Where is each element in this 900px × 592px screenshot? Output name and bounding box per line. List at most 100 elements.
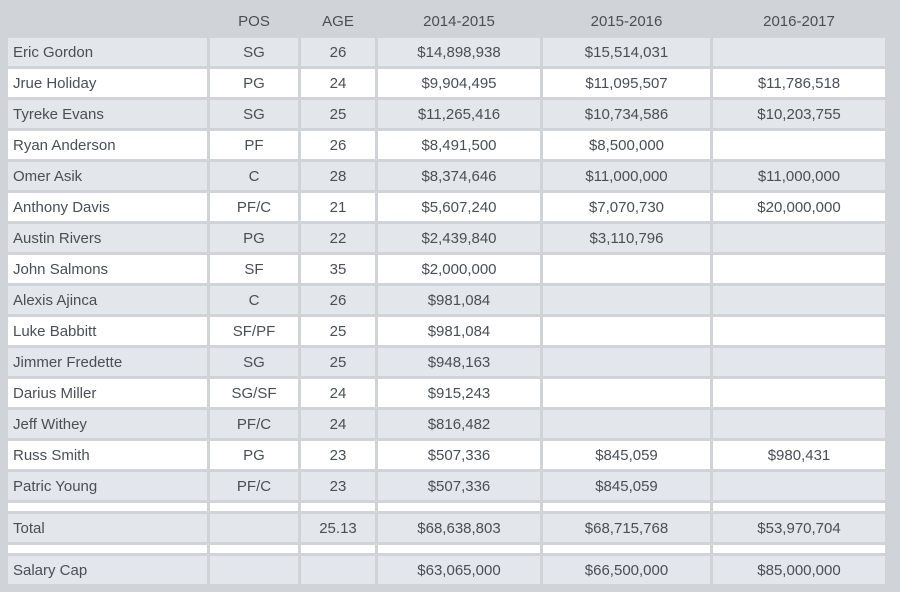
salary-2016-2017-cell	[713, 379, 885, 407]
salary-2016-2017-cell	[713, 131, 885, 159]
name-cell: Darius Miller	[8, 379, 207, 407]
name-cell: Tyreke Evans	[8, 100, 207, 128]
salary-2016-2017-cell: $11,000,000	[713, 162, 885, 190]
name-cell: Jrue Holiday	[8, 69, 207, 97]
table-row: Tyreke Evans SG 25 $11,265,416 $10,734,586 $1…	[8, 100, 885, 128]
table-row: Anthony Davis PF/C 21 $5,607,240 $7,070,730 $…	[8, 193, 885, 221]
salary-2014-2015-cell: $915,243	[378, 379, 540, 407]
age-cell: 28	[301, 162, 375, 190]
pos-cell: SG	[210, 100, 298, 128]
salary-table: POS AGE 2014-2015 2015-2016 2016-2017 Er…	[5, 5, 888, 587]
table-row: Alexis Ajinca C 26 $981,084	[8, 286, 885, 314]
age-cell	[301, 545, 375, 553]
header-pos: POS	[238, 13, 270, 30]
salary-2015-2016-cell: $66,500,000	[543, 556, 710, 584]
salary-2014-2015-cell: $11,265,416	[378, 100, 540, 128]
salary-2015-2016-cell	[543, 317, 710, 345]
salary-2015-2016-cell	[543, 348, 710, 376]
age-cell: 25	[301, 317, 375, 345]
salary-2014-2015-cell: $63,065,000	[378, 556, 540, 584]
pos-cell: SF/PF	[210, 317, 298, 345]
salary-2016-2017-cell: $85,000,000	[713, 556, 885, 584]
salary-2016-2017-cell: $20,000,000	[713, 193, 885, 221]
pos-cell: C	[210, 286, 298, 314]
salary-2015-2016-cell: $845,059	[543, 441, 710, 469]
table-row: Darius Miller SG/SF 24 $915,243	[8, 379, 885, 407]
name-cell	[8, 545, 207, 553]
salary-2016-2017-cell	[713, 348, 885, 376]
salary-2015-2016-cell: $11,000,000	[543, 162, 710, 190]
salary-2016-2017-cell	[713, 38, 885, 66]
age-cell: 23	[301, 441, 375, 469]
age-cell: 22	[301, 224, 375, 252]
table-body: Eric Gordon SG 26 $14,898,938 $15,514,031 Jru…	[8, 38, 885, 584]
table-row: Eric Gordon SG 26 $14,898,938 $15,514,031	[8, 38, 885, 66]
salary-2015-2016-cell	[543, 503, 710, 511]
salary-2016-2017-cell	[713, 255, 885, 283]
salary-2016-2017-cell	[713, 545, 885, 553]
age-cell: 25	[301, 100, 375, 128]
salary-2014-2015-cell: $2,439,840	[378, 224, 540, 252]
salary-2015-2016-cell	[543, 286, 710, 314]
header-row: POS AGE 2014-2015 2015-2016 2016-2017	[8, 8, 885, 35]
salary-2016-2017-cell	[713, 410, 885, 438]
pos-cell: PG	[210, 441, 298, 469]
salary-cap-row: Salary Cap $63,065,000 $66,500,000 $85,000,…	[8, 556, 885, 584]
name-cell: Austin Rivers	[8, 224, 207, 252]
pos-cell: SG	[210, 38, 298, 66]
salary-2015-2016-cell: $3,110,796	[543, 224, 710, 252]
salary-2015-2016-cell: $845,059	[543, 472, 710, 500]
salary-2016-2017-cell	[713, 224, 885, 252]
salary-2016-2017-cell	[713, 472, 885, 500]
header-2015-2016: 2015-2016	[590, 13, 663, 30]
salary-2016-2017-cell: $11,786,518	[713, 69, 885, 97]
salary-2015-2016-cell	[543, 379, 710, 407]
salary-2016-2017-cell: $980,431	[713, 441, 885, 469]
salary-2015-2016-cell: $15,514,031	[543, 38, 710, 66]
salary-2015-2016-cell	[543, 545, 710, 553]
header-age: AGE	[322, 13, 354, 30]
salary-2015-2016-cell	[543, 410, 710, 438]
salary-2015-2016-cell	[543, 255, 710, 283]
age-cell: 26	[301, 286, 375, 314]
salary-2014-2015-cell: $981,084	[378, 286, 540, 314]
age-cell: 26	[301, 38, 375, 66]
name-cell	[8, 503, 207, 511]
salary-2014-2015-cell	[378, 503, 540, 511]
pos-cell	[210, 503, 298, 511]
name-cell: Luke Babbitt	[8, 317, 207, 345]
age-cell: 21	[301, 193, 375, 221]
table-row: John Salmons SF 35 $2,000,000	[8, 255, 885, 283]
table-row: Jimmer Fredette SG 25 $948,163	[8, 348, 885, 376]
salary-2016-2017-cell	[713, 317, 885, 345]
salary-2014-2015-cell: $507,336	[378, 472, 540, 500]
salary-2014-2015-cell: $816,482	[378, 410, 540, 438]
age-cell: 25	[301, 348, 375, 376]
table-row: Patric Young PF/C 23 $507,336 $845,059	[8, 472, 885, 500]
spacer-row	[8, 503, 885, 511]
age-cell: 23	[301, 472, 375, 500]
salary-2016-2017-cell: $53,970,704	[713, 514, 885, 542]
name-cell: Salary Cap	[8, 556, 207, 584]
salary-2014-2015-cell: $14,898,938	[378, 38, 540, 66]
name-cell: Russ Smith	[8, 441, 207, 469]
salary-2016-2017-cell	[713, 286, 885, 314]
pos-cell: SF	[210, 255, 298, 283]
header-2016-2017: 2016-2017	[763, 13, 835, 30]
salary-2014-2015-cell: $68,638,803	[378, 514, 540, 542]
pos-cell: PF/C	[210, 410, 298, 438]
age-cell: 24	[301, 410, 375, 438]
header-2014-2015: 2014-2015	[423, 13, 495, 30]
salary-2014-2015-cell: $2,000,000	[378, 255, 540, 283]
salary-2015-2016-cell: $10,734,586	[543, 100, 710, 128]
salary-2014-2015-cell: $507,336	[378, 441, 540, 469]
name-cell: Jimmer Fredette	[8, 348, 207, 376]
pos-cell: PF/C	[210, 472, 298, 500]
age-cell: 35	[301, 255, 375, 283]
name-cell: Jeff Withey	[8, 410, 207, 438]
table-row: Jrue Holiday PG 24 $9,904,495 $11,095,507 $11…	[8, 69, 885, 97]
salary-2014-2015-cell: $981,084	[378, 317, 540, 345]
age-cell	[301, 503, 375, 511]
spacer-row	[8, 545, 885, 553]
pos-cell	[210, 545, 298, 553]
